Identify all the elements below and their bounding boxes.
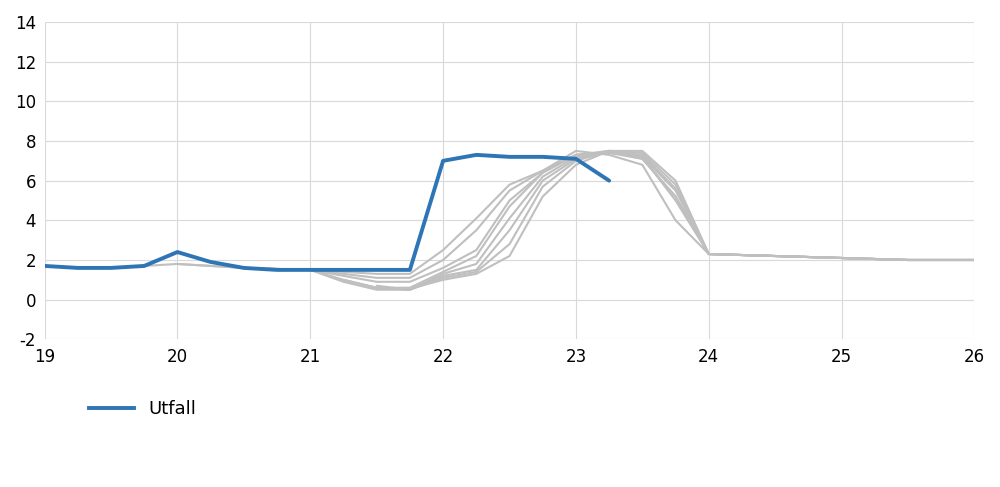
Legend: Utfall: Utfall [82,393,203,426]
